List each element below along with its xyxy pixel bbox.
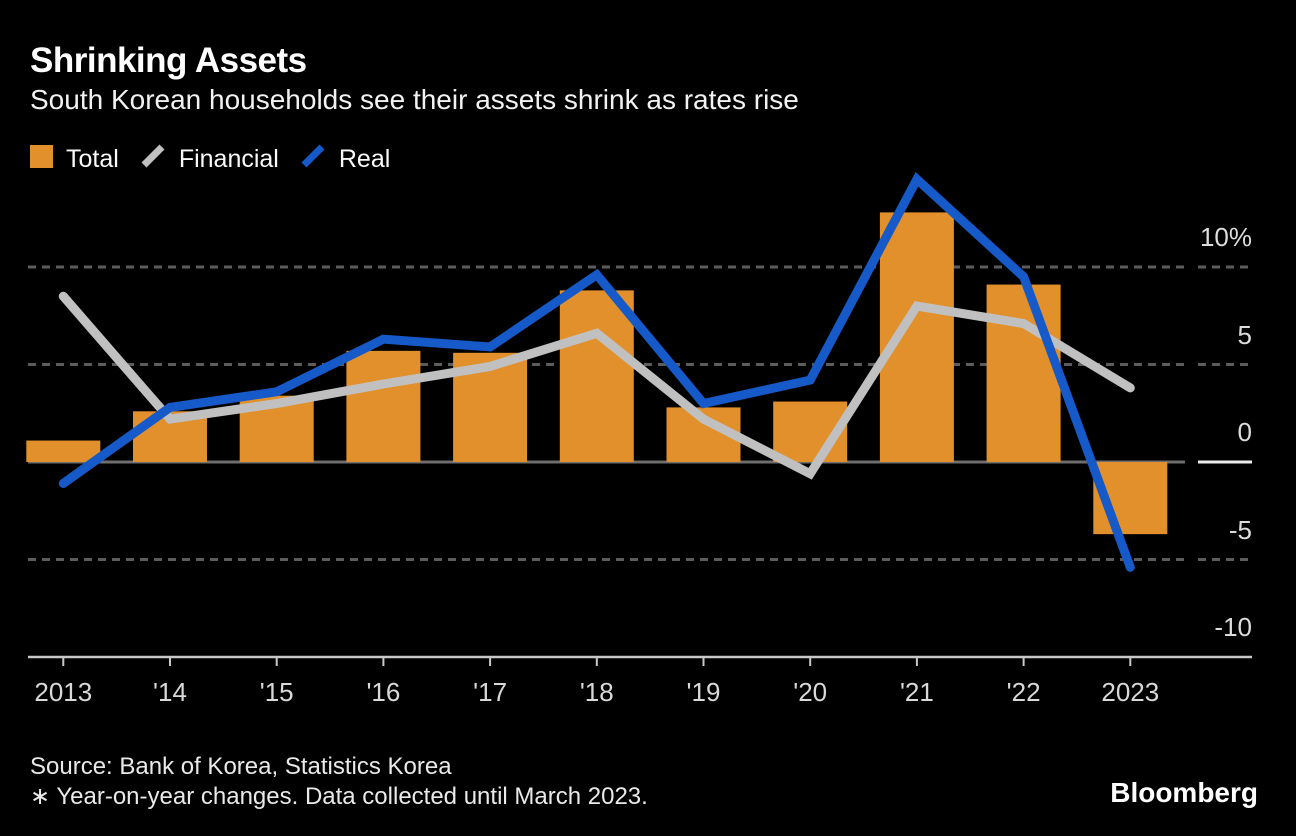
- x-label-20: '20: [793, 677, 828, 707]
- page-subtitle: South Korean households see their assets…: [30, 84, 799, 115]
- x-label-14: '14: [153, 677, 187, 707]
- total-square-icon: [30, 144, 53, 175]
- source-text: Source: Bank of Korea, Statistics Korea: [30, 753, 452, 780]
- x-label-21: '21: [899, 677, 934, 707]
- legend-item-real: Real: [300, 144, 390, 175]
- y-label-5: 5: [1237, 319, 1252, 350]
- x-label-19: '19: [686, 677, 721, 707]
- footnote-text: ∗ Year-on-year changes. Data collected u…: [30, 783, 648, 810]
- x-label-15: '15: [259, 677, 294, 707]
- y-label-0: 0: [1237, 417, 1252, 447]
- chart-legend: Total Financial Real: [30, 144, 411, 175]
- bar-16: [346, 350, 421, 462]
- x-label-2013: 2013: [34, 677, 93, 707]
- bloomberg-logo: Bloomberg: [1110, 777, 1258, 808]
- x-label-16: '16: [366, 677, 401, 707]
- page-title: Shrinking Assets: [30, 41, 307, 80]
- line-financial: [58, 291, 1135, 480]
- legend-label-real: Real: [338, 145, 391, 173]
- legend-item-total: Total: [30, 144, 119, 175]
- y-label--10: -10: [1214, 612, 1252, 642]
- legend-label-total: Total: [66, 145, 119, 173]
- real-slash-icon: [300, 144, 326, 175]
- y-label-10: 10%: [1199, 222, 1252, 252]
- x-label-17: '17: [473, 677, 508, 707]
- x-label-18: '18: [579, 677, 614, 707]
- bar-2013: [26, 440, 101, 462]
- financial-slash-icon: [140, 144, 166, 175]
- legend-item-financial: Financial: [140, 144, 279, 175]
- y-label--5: -5: [1228, 514, 1252, 545]
- bar-18: [559, 290, 634, 462]
- bar-21: [879, 212, 954, 462]
- x-label-2023: 2023: [1101, 677, 1160, 707]
- line-real: [58, 172, 1135, 572]
- x-label-22: '22: [1006, 677, 1041, 707]
- legend-label-financial: Financial: [178, 145, 279, 173]
- bar-22: [986, 284, 1061, 462]
